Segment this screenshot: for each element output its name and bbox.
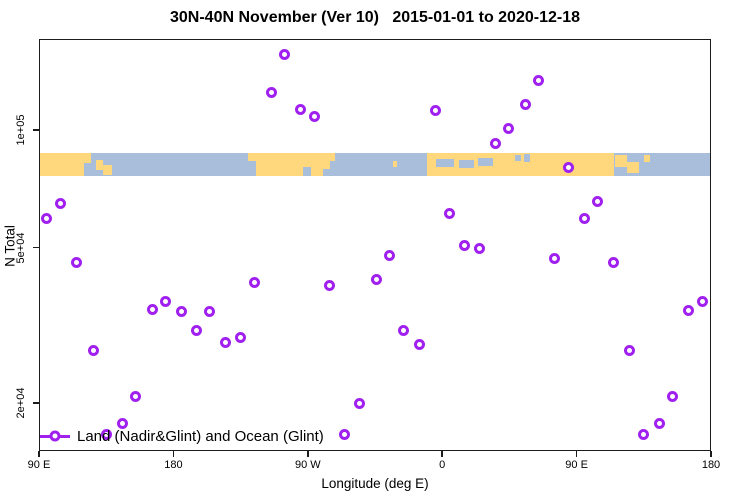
- data-point: [473, 243, 485, 255]
- x-tick-label: 180: [701, 459, 721, 471]
- map-land-patch: [627, 162, 640, 173]
- data-point: [353, 398, 365, 410]
- data-point: [129, 390, 141, 402]
- map-ocean-patch: [458, 159, 474, 168]
- data-point: [175, 305, 187, 317]
- legend-open-circle-icon: [49, 430, 61, 442]
- x-tick-label: 90 E: [565, 459, 588, 471]
- data-point: [591, 195, 603, 207]
- data-point: [653, 418, 665, 430]
- data-point: [249, 277, 261, 289]
- data-point: [160, 296, 172, 308]
- data-point: [294, 103, 306, 115]
- data-point: [54, 197, 66, 209]
- data-point: [414, 338, 426, 350]
- y-tick-label: 1e+05: [15, 114, 27, 146]
- legend-line-circle-icon: [40, 427, 70, 445]
- data-point: [70, 257, 82, 269]
- x-tick-label: 90 E: [27, 459, 51, 471]
- data-point: [489, 138, 501, 150]
- x-tick: [575, 451, 578, 457]
- legend-label: Land (Nadir&Glint) and Ocean (Glint): [77, 427, 324, 445]
- plot-frame: [39, 39, 711, 451]
- y-tick-label: 2e+04: [15, 387, 27, 419]
- x-tick: [172, 451, 175, 457]
- y-tick-label: 5e+04: [15, 232, 27, 264]
- data-point: [279, 49, 291, 61]
- x-tick: [441, 451, 443, 457]
- data-point: [563, 161, 575, 173]
- data-point: [429, 105, 441, 117]
- data-point: [234, 332, 246, 344]
- x-tick-label: 180: [164, 459, 183, 471]
- map-ocean-patch: [524, 154, 531, 163]
- data-point: [339, 429, 351, 441]
- map-land-patch: [103, 164, 113, 175]
- data-point: [204, 305, 216, 317]
- x-tick-label: 90 W: [294, 459, 321, 471]
- data-point: [146, 303, 158, 315]
- y-tick: [33, 246, 39, 249]
- data-point: [87, 345, 99, 357]
- map-land-patch: [392, 161, 398, 167]
- legend: Land (Nadir&Glint) and Ocean (Glint): [40, 427, 324, 445]
- data-point: [219, 337, 231, 349]
- data-point: [623, 345, 635, 357]
- y-tick: [33, 129, 39, 131]
- map-ocean-patch: [322, 169, 331, 176]
- data-point: [666, 390, 678, 402]
- data-point: [371, 273, 383, 285]
- data-point: [682, 304, 694, 316]
- data-point: [40, 213, 52, 225]
- y-tick: [33, 402, 39, 404]
- data-point: [443, 208, 455, 220]
- x-tick: [38, 451, 40, 457]
- data-point: [116, 418, 128, 430]
- x-tick-label: 0: [439, 459, 446, 471]
- map-land-patch: [83, 153, 92, 164]
- map-land-patch: [255, 153, 331, 176]
- map-land-patch: [615, 155, 628, 167]
- data-point: [697, 296, 709, 308]
- data-point: [519, 99, 531, 111]
- data-point: [548, 252, 560, 264]
- data-point: [100, 429, 112, 441]
- x-tick: [710, 451, 712, 457]
- x-tick: [307, 451, 309, 457]
- data-point: [397, 324, 409, 336]
- map-ocean-patch: [478, 157, 493, 166]
- map-land-patch: [95, 159, 104, 171]
- x-axis-title: Longitude (deg E): [321, 476, 429, 491]
- data-point: [533, 74, 545, 86]
- map-ocean-patch: [436, 158, 455, 167]
- data-point: [607, 256, 619, 268]
- data-point: [265, 86, 277, 98]
- map-ocean-patch: [303, 166, 311, 176]
- map-ocean-patch: [515, 155, 522, 162]
- data-point: [458, 240, 470, 252]
- data-point: [637, 429, 649, 441]
- data-point: [309, 111, 321, 123]
- map-land-patch: [643, 155, 650, 163]
- data-point: [503, 122, 515, 134]
- land-ocean-map-strip: [40, 153, 710, 176]
- data-point: [578, 213, 590, 225]
- data-point: [383, 250, 395, 262]
- chart-title: 30N-40N November (Ver 10) 2015-01-01 to …: [170, 9, 580, 26]
- data-point: [191, 324, 203, 336]
- data-point: [323, 280, 335, 292]
- map-land-patch: [40, 153, 84, 176]
